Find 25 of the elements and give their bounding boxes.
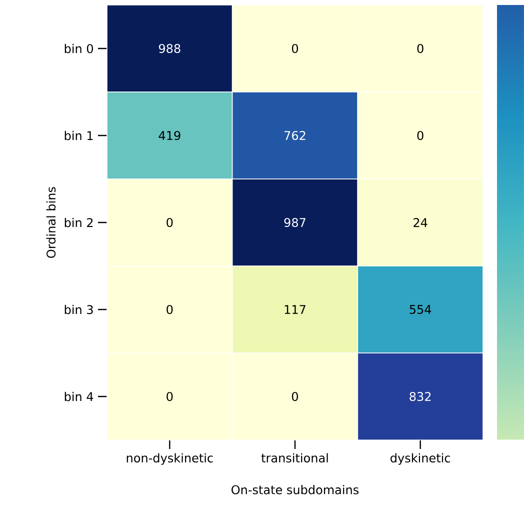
y-axis-title: Ordinal bins bbox=[46, 187, 56, 258]
data-label: 0 bbox=[166, 218, 173, 228]
data-label: 0 bbox=[417, 44, 424, 54]
data-label: 117 bbox=[284, 305, 306, 314]
data-label: 988 bbox=[158, 44, 180, 54]
y-tick-label: bin 4 bbox=[64, 392, 94, 402]
y-tick-label: bin 3 bbox=[64, 304, 93, 314]
x-tick-label: transitional bbox=[261, 453, 328, 462]
data-label: 554 bbox=[410, 305, 432, 314]
data-label: 832 bbox=[410, 392, 431, 402]
data-label: 0 bbox=[292, 44, 298, 54]
data-label: 762 bbox=[284, 130, 306, 140]
data-label: 0 bbox=[417, 130, 424, 140]
y-tick-label: bin 0 bbox=[64, 44, 93, 54]
data-label: 987 bbox=[284, 218, 306, 228]
data-label: 0 bbox=[166, 304, 173, 314]
data-label: 419 bbox=[158, 130, 180, 140]
data-label: 0 bbox=[166, 392, 173, 402]
y-tick-label: bin 1 bbox=[64, 130, 93, 140]
data-label: 24 bbox=[414, 218, 428, 227]
y-tick-label: bin 2 bbox=[64, 218, 93, 228]
x-tick-label: dyskinetic bbox=[390, 453, 450, 465]
x-axis-title: On-state subdomains bbox=[232, 485, 359, 494]
x-tick-label: non-dyskinetic bbox=[126, 453, 213, 465]
data-label: 0 bbox=[292, 392, 298, 402]
